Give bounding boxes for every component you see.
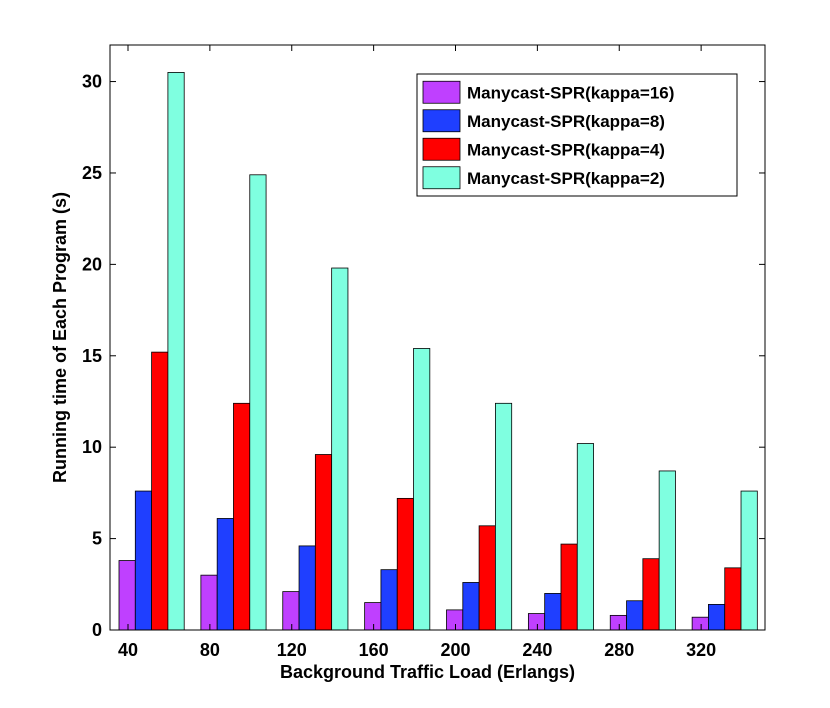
y-tick-label: 20 xyxy=(82,254,102,274)
x-axis-title: Background Traffic Load (Erlangs) xyxy=(280,662,575,682)
legend-label: Manycast-SPR(kappa=2) xyxy=(467,169,665,188)
legend-label: Manycast-SPR(kappa=8) xyxy=(467,112,665,131)
bar-1-200 xyxy=(446,609,464,631)
bar-2-280 xyxy=(626,600,644,631)
x-tick-label: 280 xyxy=(604,640,634,660)
bar-3-280 xyxy=(642,558,660,631)
x-tick-label: 200 xyxy=(440,640,470,660)
bar-1-320 xyxy=(691,616,709,631)
bar-4-40 xyxy=(167,72,185,631)
bar-3-120 xyxy=(314,454,333,631)
bar-4-160 xyxy=(413,348,431,631)
y-tick-label: 25 xyxy=(82,163,102,183)
plot-area xyxy=(109,44,766,631)
y-tick-label: 10 xyxy=(82,437,102,457)
legend-swatch xyxy=(422,137,461,161)
bar-2-320 xyxy=(708,604,726,631)
bar-1-280 xyxy=(609,614,627,631)
bar-3-80 xyxy=(233,402,251,631)
y-tick-label: 30 xyxy=(82,72,102,92)
bar-4-80 xyxy=(249,174,267,631)
x-tick-label: 240 xyxy=(522,640,552,660)
x-tick-label: 40 xyxy=(118,640,138,660)
bar-4-200 xyxy=(494,402,513,631)
y-tick-label: 5 xyxy=(92,529,102,549)
legend-swatch xyxy=(422,80,461,104)
bar-1-240 xyxy=(527,613,546,631)
bar-2-240 xyxy=(544,593,562,631)
x-tick-label: 320 xyxy=(686,640,716,660)
bar-3-160 xyxy=(396,497,414,631)
bar-1-40 xyxy=(118,560,136,631)
bar-1-80 xyxy=(200,574,218,631)
y-axis-title: Running time of Each Program (s) xyxy=(50,192,70,483)
bars-layer xyxy=(118,72,758,631)
bar-2-80 xyxy=(216,518,234,631)
legend-label: Manycast-SPR(kappa=16) xyxy=(467,83,674,102)
bar-2-200 xyxy=(462,582,480,631)
bar-3-40 xyxy=(151,351,169,631)
bar-4-320 xyxy=(740,490,758,631)
y-tick-label: 15 xyxy=(82,346,102,366)
y-tick-label: 0 xyxy=(92,620,102,640)
legend-box xyxy=(416,73,738,197)
axis-ticks: 0 5 10 15 20 25 30 40 80 120 160 200 240 280 320 xyxy=(82,45,765,660)
bar-3-320 xyxy=(724,567,742,631)
legend-label: Manycast-SPR(kappa=4) xyxy=(467,140,665,159)
bar-1-120 xyxy=(282,591,300,631)
bar-3-240 xyxy=(560,543,578,631)
legend-swatch xyxy=(422,166,461,190)
legend-swatch xyxy=(422,109,461,133)
bar-1-160 xyxy=(364,602,382,631)
bar-2-40 xyxy=(134,490,153,631)
bar-2-120 xyxy=(298,545,316,631)
bar-4-240 xyxy=(576,443,594,631)
bar-2-160 xyxy=(380,569,398,631)
bar-4-120 xyxy=(331,267,349,631)
x-tick-label: 120 xyxy=(277,640,307,660)
x-tick-label: 80 xyxy=(200,640,220,660)
x-tick-label: 160 xyxy=(359,640,389,660)
legend: Manycast-SPR(kappa=16) Manycast-SPR(kappa… xyxy=(416,73,738,197)
bar-3-200 xyxy=(478,525,496,631)
bar-4-280 xyxy=(658,470,676,631)
